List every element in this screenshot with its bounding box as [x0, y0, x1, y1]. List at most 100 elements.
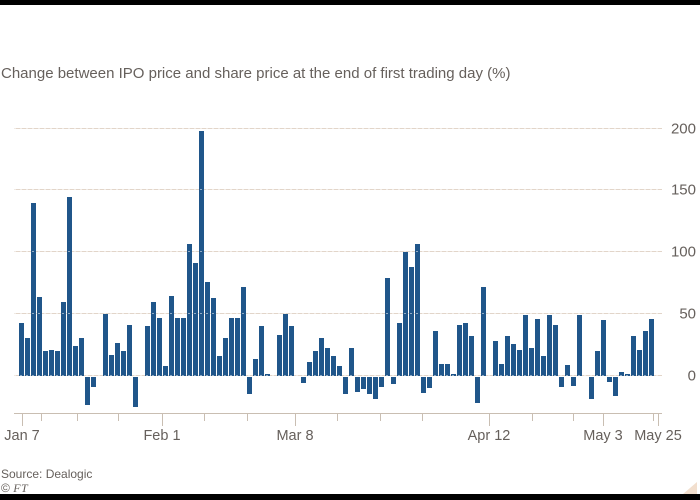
bar	[55, 351, 60, 376]
bar	[577, 315, 582, 376]
bar	[559, 377, 564, 387]
x-axis-minor-tick	[532, 414, 533, 421]
y-axis-label-150: 150	[670, 181, 696, 199]
x-axis-major-tick	[489, 414, 490, 426]
x-axis-minor-tick	[247, 414, 248, 421]
x-axis-minor-tick	[204, 414, 205, 421]
bar	[283, 314, 288, 376]
bar	[85, 377, 90, 405]
bar	[241, 287, 246, 376]
x-axis-minor-tick	[380, 414, 381, 421]
bar	[79, 338, 84, 376]
bar	[61, 302, 66, 376]
bar	[391, 377, 396, 384]
bar	[37, 297, 42, 376]
bar	[325, 348, 330, 376]
ft-copyright: © FT	[1, 481, 28, 496]
bar	[301, 377, 306, 383]
gridline-dots-0	[14, 375, 662, 376]
bar	[493, 341, 498, 376]
bar	[151, 302, 156, 376]
bar	[217, 356, 222, 376]
bar	[367, 377, 372, 394]
bar	[643, 331, 648, 376]
bar	[397, 323, 402, 376]
x-axis-minor-tick	[422, 414, 423, 421]
bar	[193, 263, 198, 376]
x-axis-label: May 25	[634, 428, 682, 444]
bar	[403, 252, 408, 376]
gridline-dots-50	[14, 313, 662, 314]
bar	[25, 338, 30, 376]
bar	[601, 320, 606, 376]
y-axis-label-100: 100	[670, 243, 696, 261]
bar	[547, 315, 552, 376]
ft-logo-text: FT	[13, 481, 29, 495]
x-axis-major-tick	[295, 414, 296, 426]
bar	[649, 319, 654, 376]
y-axis-label-200: 200	[670, 120, 696, 138]
bar	[313, 351, 318, 376]
bar	[43, 351, 48, 376]
bar	[433, 331, 438, 376]
bar	[499, 364, 504, 376]
x-axis-minor-tick	[337, 414, 338, 421]
bar	[199, 131, 204, 376]
bar	[439, 364, 444, 376]
x-axis-minor-tick	[77, 414, 78, 421]
bar	[109, 355, 114, 376]
bar	[589, 377, 594, 399]
bar	[277, 335, 282, 376]
bar	[49, 350, 54, 376]
x-axis-label: Apr 12	[467, 428, 511, 444]
bar	[187, 244, 192, 376]
ft-corner-triangle-icon	[683, 482, 697, 494]
x-axis-minor-tick	[573, 414, 574, 421]
bar	[355, 377, 360, 392]
bar	[115, 343, 120, 376]
bar	[565, 365, 570, 376]
bar	[385, 278, 390, 376]
bar	[319, 338, 324, 376]
bar	[211, 298, 216, 376]
bar	[523, 315, 528, 376]
x-axis-major-tick	[658, 414, 659, 426]
bar	[553, 325, 558, 376]
bar	[607, 377, 612, 382]
x-axis-major-tick	[22, 414, 23, 426]
x-axis-minor-tick	[653, 414, 654, 421]
bar	[169, 296, 174, 376]
bar	[427, 377, 432, 388]
bar	[505, 336, 510, 376]
bar	[175, 318, 180, 376]
bar	[121, 351, 126, 376]
top-edge-strip	[0, 0, 700, 5]
bar	[457, 325, 462, 376]
x-axis-minor-tick	[41, 414, 42, 421]
bar	[19, 323, 24, 376]
bar	[541, 356, 546, 376]
source-note: Source: Dealogic	[1, 467, 93, 481]
bar	[637, 350, 642, 376]
gridline-dots-100	[14, 251, 662, 252]
bar	[373, 377, 378, 399]
x-axis-label: May 3	[583, 428, 623, 444]
bar	[331, 356, 336, 376]
bar	[163, 366, 168, 376]
y-axis-label-50: 50	[679, 305, 696, 323]
bar	[343, 377, 348, 394]
bar	[475, 377, 480, 403]
bar	[145, 326, 150, 376]
bar	[421, 377, 426, 393]
bar	[127, 325, 132, 376]
x-axis-major-tick	[162, 414, 163, 426]
bar	[157, 318, 162, 376]
bar	[349, 348, 354, 376]
bar	[181, 318, 186, 376]
bar	[409, 267, 414, 376]
bottom-edge-strip	[0, 494, 700, 500]
bar	[223, 338, 228, 376]
x-axis-label: Feb 1	[143, 428, 181, 444]
bar	[529, 348, 534, 376]
